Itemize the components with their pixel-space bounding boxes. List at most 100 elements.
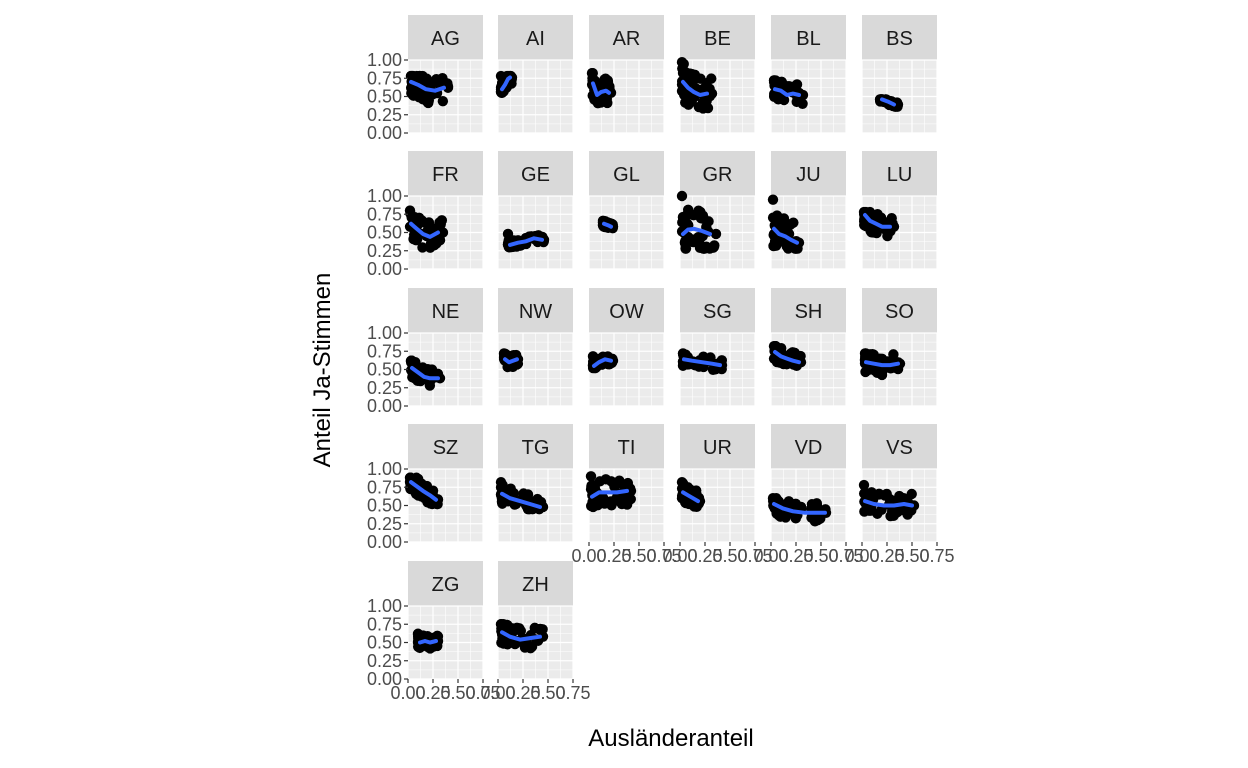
facet-panel-lu: LU (858, 151, 938, 270)
smooth-line (409, 79, 446, 93)
facet-strip-label: BS (886, 28, 913, 50)
x-tick-label: 0.75 (737, 546, 772, 566)
data-point (686, 68, 698, 80)
facet-panel-ge: GE (497, 151, 574, 270)
y-axis-title: Anteil Ja-Stimmen (309, 273, 336, 468)
facet-panel-ow: OW (587, 288, 665, 407)
facet-strip-label: SH (795, 301, 823, 323)
y-tick-label: 0.00 (367, 259, 402, 279)
data-point (437, 95, 449, 107)
data-point (405, 355, 417, 366)
data-point (421, 218, 433, 230)
facet-strip (498, 15, 573, 60)
data-point (404, 205, 416, 216)
data-point (625, 485, 637, 497)
facet-strip-label: VS (886, 437, 913, 459)
y-tick-label: 1.00 (367, 596, 402, 616)
facet-strip-label: BE (704, 28, 731, 50)
facet-strip-label: NW (519, 301, 552, 323)
smooth-line (409, 221, 440, 239)
data-point (677, 348, 689, 359)
data-point (707, 364, 719, 375)
facet-strip (589, 15, 664, 60)
facet-panel-ai: AI (495, 15, 574, 134)
facet-strip-label: AG (431, 28, 460, 50)
facet-panel-sg: SG (677, 288, 756, 407)
data-point (791, 79, 803, 90)
data-point (537, 631, 549, 642)
x-tick-label: 0.25 (869, 546, 904, 566)
x-tick-label: 0.75 (828, 546, 863, 566)
data-point (412, 628, 424, 639)
data-point (676, 476, 688, 488)
facet-strip-label: AR (613, 28, 641, 50)
facet-strip-label: BL (796, 28, 820, 50)
facet-strip (408, 424, 483, 469)
facet-panel-zg: ZG0.000.250.500.751.000.000.250.500.75 (367, 561, 501, 703)
data-point (525, 642, 536, 654)
facet-strip-label: NE (432, 301, 460, 323)
data-point (790, 513, 801, 524)
y-tick-label: 0.75 (367, 477, 402, 497)
data-point (797, 89, 809, 101)
x-tick-label: 0.25 (505, 683, 540, 703)
data-point (414, 70, 425, 82)
data-point (858, 479, 870, 491)
facet-strip (589, 151, 664, 196)
data-point (776, 216, 788, 227)
data-point (495, 70, 507, 82)
facet-strip (771, 151, 846, 196)
data-point (515, 625, 527, 637)
facet-strip-label: TI (618, 437, 636, 459)
facet-strip (771, 288, 846, 333)
facet-strip (408, 288, 483, 333)
data-point (888, 221, 900, 232)
facet-panel-sh: SH (768, 288, 847, 407)
facet-strip (680, 288, 755, 333)
facet-strip-label: UR (703, 437, 732, 459)
y-tick-label: 0.00 (367, 669, 402, 689)
y-tick-label: 0.00 (367, 396, 402, 416)
smooth-line (602, 221, 613, 229)
y-tick-label: 1.00 (367, 459, 402, 479)
data-point (678, 213, 689, 225)
data-point (695, 73, 706, 84)
data-point (770, 240, 782, 251)
data-point (609, 481, 620, 492)
facet-panel-vs: VS 0.000.250.500.75 (844, 424, 955, 566)
facet-strip (771, 424, 846, 469)
facet-panel-gr: GR (676, 151, 756, 270)
smooth-line (409, 480, 438, 502)
facet-strip-label: JU (796, 164, 820, 186)
data-point (435, 219, 446, 230)
x-tick-label: 0.50 (621, 546, 656, 566)
y-tick-label: 0.25 (367, 105, 402, 125)
data-point (495, 476, 507, 488)
data-point (767, 194, 779, 205)
y-tick-label: 0.75 (367, 341, 402, 361)
smooth-line (418, 639, 438, 645)
data-point (607, 355, 619, 366)
data-point (767, 493, 779, 504)
facet-strip (498, 424, 573, 469)
data-point (442, 82, 454, 93)
facet-strip (771, 15, 846, 60)
smooth-line (508, 236, 544, 247)
y-tick-label: 1.00 (367, 323, 402, 343)
facet-panel-ti: TI 0.000.250.500.75 (571, 424, 682, 566)
facet-panel-ne: NE 0.000.250.500.751.00 (367, 288, 484, 416)
facet-panel-vd: VD 0.000.250.500.75 (753, 424, 864, 566)
data-point (413, 92, 425, 103)
data-point (859, 220, 871, 231)
x-tick-label: 0.00 (753, 546, 788, 566)
facet-strip-label: ZG (432, 574, 460, 596)
facet-strip (408, 15, 483, 60)
y-tick-label: 0.00 (367, 123, 402, 143)
facet-strip-label: ZH (522, 574, 549, 596)
facet-strip-label: FR (432, 164, 459, 186)
x-tick-label: 0.00 (662, 546, 697, 566)
y-tick-label: 0.25 (367, 651, 402, 671)
y-tick-label: 1.00 (367, 50, 402, 70)
data-point (589, 480, 600, 491)
facet-strip-label: SG (703, 301, 732, 323)
